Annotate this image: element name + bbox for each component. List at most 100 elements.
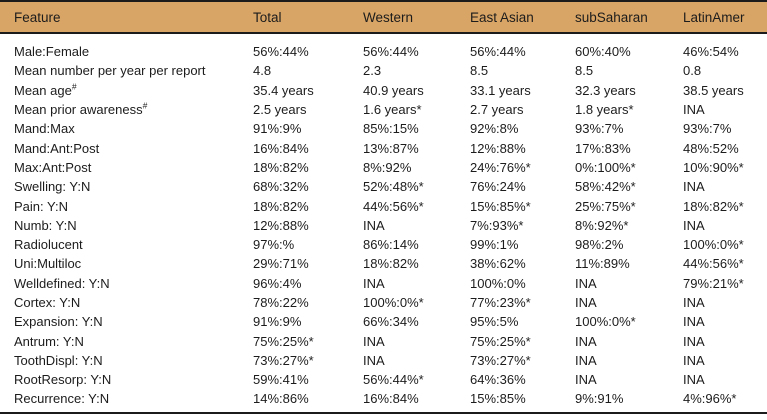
value-cell: INA [363, 275, 385, 291]
value-cell: 35.4 years [253, 82, 314, 98]
feature-cell: Mand:Ant:Post [0, 138, 250, 157]
value-cell: INA [575, 275, 597, 291]
table-row: Welldefined: Y:N 96%:4% INA 100%:0% INA 79%:2… [0, 274, 767, 293]
feature-label: Max:Ant:Post [14, 159, 92, 175]
feature-cell: Pain: Y:N [0, 196, 250, 215]
value-cell: 66%:34% [363, 314, 419, 330]
table-row: Pain: Y:N 18%:82% 44%:56%* 15%:85%* 25%:75%*… [0, 196, 767, 215]
value-cell: 2.7 years [470, 102, 524, 118]
feature-label: Mand:Ant:Post [14, 140, 100, 156]
value-cell: 99%:1% [470, 237, 519, 253]
value-cell: 11%:89% [575, 256, 630, 272]
value-cell: 7%:93%* [470, 217, 524, 233]
value-cell: 93%:7% [683, 121, 732, 137]
value-cell: 15%:85% [470, 391, 526, 407]
column-header-feature: Feature [0, 0, 250, 34]
column-header-western: Western [360, 0, 467, 34]
table-row: Mand:Max 91%:9% 85%:15% 92%:8% 93%:7% 93%:7% [0, 119, 767, 138]
value-cell: INA [575, 333, 597, 349]
value-cell: 86%:14% [363, 237, 419, 253]
value-cell: 75%:25%* [253, 333, 314, 349]
value-cell: 100%:0%* [575, 314, 636, 330]
value-cell: 1.8 years* [575, 102, 634, 118]
value-cell: 85%:15% [363, 121, 419, 137]
value-cell: INA [683, 333, 705, 349]
column-header-subsaharan: subSaharan [572, 0, 680, 34]
value-cell: INA [683, 102, 705, 118]
feature-cell: Cortex: Y:N [0, 293, 250, 312]
value-cell: 9%:91% [575, 391, 624, 407]
feature-cell: Antrum: Y:N [0, 331, 250, 350]
value-cell: 60%:40% [575, 44, 631, 60]
value-cell: 78%:22% [253, 295, 309, 310]
value-cell: 56%:44% [470, 44, 526, 60]
value-cell: INA [683, 314, 705, 330]
value-cell: INA [575, 295, 597, 310]
value-cell: 100%:0%* [363, 295, 424, 310]
value-cell: 59%:41% [253, 372, 309, 388]
table-row: Expansion: Y:N 91%:9% 66%:34% 95%:5% 100%:0%… [0, 312, 767, 331]
value-cell: INA [363, 217, 385, 233]
feature-cell: Mand:Max [0, 119, 250, 138]
table-row: Radiolucent 97%:% 86%:14% 99%:1% 98%:2% 100%:… [0, 235, 767, 254]
value-cell: 44%:56%* [363, 198, 424, 214]
feature-label: Expansion: Y:N [14, 314, 103, 330]
feature-cell: Numb: Y:N [0, 216, 250, 235]
value-cell: 0%:100%* [575, 159, 636, 175]
feature-label: Welldefined: Y:N [14, 275, 110, 291]
value-cell: 92%:8% [470, 121, 519, 137]
value-cell: INA [575, 372, 597, 388]
table-row: Swelling: Y:N 68%:32% 52%:48%* 76%:24% 58%:4… [0, 177, 767, 196]
value-cell: 56%:44% [363, 44, 419, 60]
feature-cell: Welldefined: Y:N [0, 274, 250, 293]
feature-label: Numb: Y:N [14, 217, 77, 233]
value-cell: 8.5 [470, 63, 489, 79]
value-cell: 2.3 [363, 63, 382, 79]
value-cell: 2.5 years [253, 102, 307, 118]
feature-label: ToothDispl: Y:N [14, 352, 103, 368]
value-cell: 4.8 [253, 63, 272, 79]
footnote-marker: # [142, 100, 148, 111]
value-cell: 77%:23%* [470, 295, 531, 310]
value-cell: 56%:44% [253, 44, 309, 60]
table-row: Recurrence: Y:N 14%:86% 16%:84% 15%:85% 9%:9… [0, 389, 767, 408]
value-cell: 58%:42%* [575, 179, 636, 195]
value-cell: 4%:96%* [683, 391, 737, 407]
bottom-rule [0, 411, 767, 414]
value-cell: 97%:% [253, 237, 295, 253]
table-row: Mean age# 35.4 years 40.9 years 33.1 years 3… [0, 81, 767, 100]
value-cell: 91%:9% [253, 314, 302, 330]
value-cell: 17%:83% [575, 140, 631, 156]
value-cell: 18%:82% [363, 256, 419, 272]
value-cell: INA [683, 372, 705, 388]
feature-label: Mand:Max [14, 121, 75, 137]
feature-label: Radiolucent [14, 237, 83, 253]
value-cell: 68%:32% [253, 179, 309, 195]
value-cell: 100%:0%* [683, 237, 744, 253]
value-cell: 1.6 years* [363, 102, 422, 118]
value-cell: 8.5 [575, 63, 594, 79]
table-row: ToothDispl: Y:N 73%:27%* INA 73%:27%* INA INA [0, 351, 767, 370]
feature-label: Mean prior awareness [14, 102, 143, 118]
table-row: Antrum: Y:N 75%:25%* INA 75%:25%* INA INA [0, 331, 767, 350]
value-cell: 16%:84% [253, 140, 309, 156]
feature-label: RootResorp: Y:N [14, 372, 112, 388]
value-cell: 32.3 years [575, 82, 636, 98]
value-cell: INA [683, 295, 705, 310]
feature-cell: Max:Ant:Post [0, 158, 250, 177]
value-cell: 75%:25%* [470, 333, 531, 349]
value-cell: 40.9 years [363, 82, 424, 98]
feature-label: Mean number per year per report [14, 63, 206, 79]
table-row: Numb: Y:N 12%:88% INA 7%:93%* 8%:92%* INA [0, 216, 767, 235]
value-cell: 79%:21%* [683, 275, 744, 291]
value-cell: 18%:82% [253, 198, 309, 214]
value-cell: 18%:82% [253, 159, 309, 175]
value-cell: INA [575, 352, 597, 368]
feature-comparison-table: Feature Total Western East Asian subSaha… [0, 0, 767, 408]
value-cell: 64%:36% [470, 372, 526, 388]
feature-label: Male:Female [14, 44, 90, 60]
value-cell: INA [683, 217, 705, 233]
feature-label: Antrum: Y:N [14, 333, 84, 349]
column-header-east-asian: East Asian [467, 0, 572, 34]
